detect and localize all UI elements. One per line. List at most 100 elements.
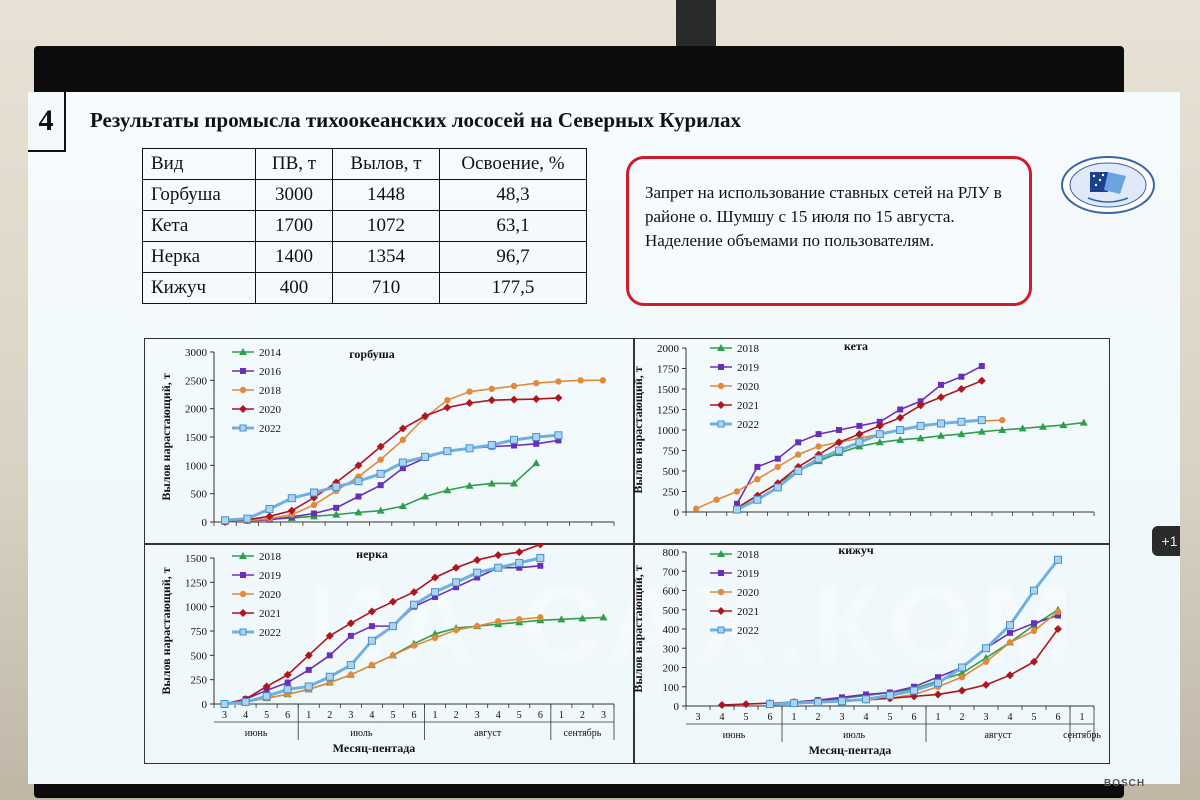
participants-badge[interactable]: +1 xyxy=(1152,526,1180,556)
data-point xyxy=(734,500,740,507)
x-tick-label: 1 xyxy=(792,712,797,723)
data-point xyxy=(536,554,545,562)
legend-label: 2022 xyxy=(259,423,281,435)
data-point xyxy=(376,506,385,514)
x-tick-label: 3 xyxy=(475,710,480,721)
legend-marker xyxy=(239,628,247,636)
data-point xyxy=(958,669,966,677)
notice-line: Наделение объемами по пользователям. xyxy=(645,231,935,250)
quota-table: Вид ПВ, т Вылов, т Освоение, % Горбуша 3… xyxy=(142,148,587,304)
data-point xyxy=(283,685,292,694)
data-point xyxy=(774,455,781,462)
y-tick-label: 1500 xyxy=(185,432,208,444)
y-tick-label: 500 xyxy=(663,605,680,617)
x-tick-label: 5 xyxy=(744,712,749,723)
data-point xyxy=(510,382,518,390)
data-point xyxy=(794,467,803,475)
legend-marker xyxy=(239,405,247,413)
legend-label: 2020 xyxy=(737,587,760,599)
y-tick-label: 0 xyxy=(202,699,208,711)
data-point xyxy=(354,477,363,486)
data-point xyxy=(399,436,407,444)
data-point xyxy=(452,578,461,587)
data-point xyxy=(554,431,563,440)
y-axis-label: Вылов нарастающий, т xyxy=(159,567,173,694)
data-point xyxy=(265,512,274,521)
y-tick-label: 1000 xyxy=(185,460,208,472)
data-point xyxy=(516,616,523,623)
data-point xyxy=(473,568,482,577)
table-row: Кета 1700 1072 63,1 xyxy=(142,210,587,242)
data-point xyxy=(487,396,496,405)
data-point xyxy=(1054,625,1062,633)
data-point xyxy=(815,431,822,438)
data-point xyxy=(511,442,517,449)
x-tick-label: 5 xyxy=(1032,712,1037,723)
legend-label: 2022 xyxy=(737,625,759,637)
data-point xyxy=(916,434,925,442)
legend-marker xyxy=(717,382,725,390)
data-point xyxy=(515,558,524,567)
chart-nerka: 0 250 500 750 1000 1250 1500 Вылов нарастающий,… xyxy=(144,544,634,764)
data-point xyxy=(856,422,863,429)
data-point xyxy=(487,440,496,449)
data-point xyxy=(346,661,355,670)
data-point xyxy=(443,403,452,412)
data-point xyxy=(855,438,864,447)
data-point xyxy=(934,690,942,699)
legend-marker xyxy=(717,401,725,409)
legend-marker xyxy=(240,572,246,578)
data-point xyxy=(510,435,518,444)
data-point xyxy=(510,395,518,404)
y-tick-label: 1000 xyxy=(185,602,208,614)
legend-marker xyxy=(239,609,247,617)
legend-label: 2018 xyxy=(737,343,760,355)
data-point xyxy=(863,691,869,698)
table-cell: 1354 xyxy=(332,241,440,273)
data-point xyxy=(1054,608,1062,615)
badge-count: +1 xyxy=(1161,533,1178,549)
data-point xyxy=(465,399,474,407)
data-point xyxy=(368,623,375,630)
data-point xyxy=(346,619,355,628)
legend-label: 2019 xyxy=(737,362,760,374)
slide-number: 4 xyxy=(28,92,66,152)
x-tick-label: 5 xyxy=(264,710,269,721)
data-point xyxy=(537,614,544,621)
legend-label: 2018 xyxy=(737,549,760,561)
legend-marker xyxy=(239,552,247,559)
y-tick-label: 200 xyxy=(663,663,680,675)
data-point xyxy=(982,644,990,653)
series-line-2020 xyxy=(225,397,559,523)
y-tick-label: 1750 xyxy=(657,364,680,376)
x-tick-label: 5 xyxy=(517,710,522,721)
data-point xyxy=(916,401,925,410)
data-point xyxy=(332,482,341,491)
x-tick-label: 6 xyxy=(1056,712,1061,723)
data-point xyxy=(388,597,397,606)
month-label: сентябрь xyxy=(563,728,601,739)
data-point xyxy=(220,700,229,708)
data-point xyxy=(241,698,250,707)
monitor-brand: BOSCH xyxy=(1104,778,1146,789)
data-point xyxy=(957,417,966,426)
data-point xyxy=(287,494,296,503)
data-point xyxy=(733,488,741,495)
data-point xyxy=(958,686,966,695)
y-tick-label: 3000 xyxy=(185,347,208,359)
data-point xyxy=(1030,586,1038,595)
data-point xyxy=(431,634,439,642)
data-point xyxy=(733,505,741,514)
data-point xyxy=(221,516,230,525)
x-tick-label: 4 xyxy=(243,710,248,721)
y-tick-label: 2500 xyxy=(185,375,208,387)
data-point xyxy=(453,584,460,591)
data-point xyxy=(367,607,376,616)
data-point xyxy=(389,652,397,659)
data-point xyxy=(421,452,430,461)
data-point xyxy=(452,563,461,572)
series-line-2018 xyxy=(736,421,1084,509)
y-tick-label: 700 xyxy=(663,566,680,578)
data-point xyxy=(937,393,945,402)
table-cell: 1700 xyxy=(255,210,333,242)
